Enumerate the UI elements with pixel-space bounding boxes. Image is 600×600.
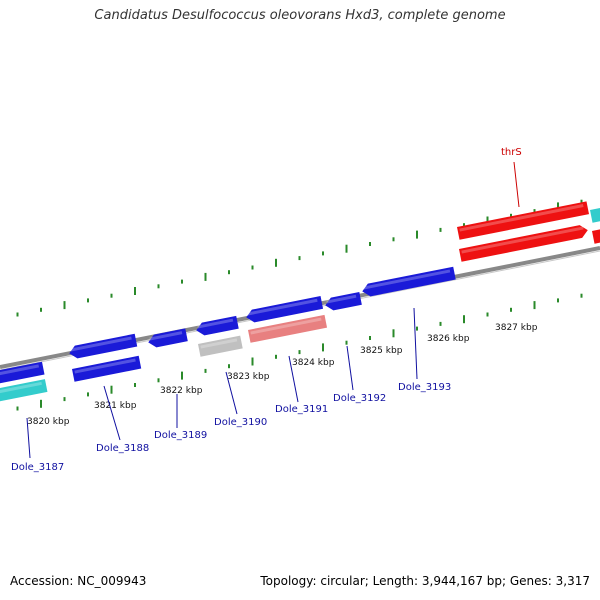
gene-label: Dole_3187 — [11, 462, 64, 473]
gene-features — [0, 201, 600, 403]
gene-label: Dole_3189 — [154, 430, 207, 441]
dole_3188-feature — [69, 333, 138, 359]
kbp-tick-label: 3826 kbp — [427, 334, 470, 344]
kbp-tick-label: 3824 kbp — [292, 358, 335, 368]
kbp-tick-label: 3827 kbp — [495, 323, 538, 333]
gene-label: Dole_3188 — [96, 443, 149, 454]
gene-label: Dole_3191 — [275, 404, 328, 415]
gene-label: Dole_3190 — [214, 417, 267, 428]
label-leader-line — [103, 385, 121, 441]
pink-gene-feature — [248, 314, 328, 343]
inner-tick-row — [16, 293, 583, 411]
dole_3192-feature — [325, 291, 362, 311]
label-leader-line — [26, 417, 31, 459]
label-leader-line — [413, 307, 418, 380]
label-leader-line — [225, 371, 238, 415]
gene-label: Dole_3192 — [333, 393, 386, 404]
gene-label: Dole_3193 — [398, 382, 451, 393]
feature-labels: 3820 kbp 3821 kbp 3822 kbp 3823 kbp 3824 kbp… — [11, 147, 538, 473]
thrs-feature — [459, 225, 588, 262]
thrs-feature — [457, 201, 590, 240]
kbp-tick-label: 3820 kbp — [27, 417, 70, 427]
dole_3189-feature — [148, 328, 188, 348]
label-leader-line — [513, 161, 520, 208]
cyan-gene-feature — [0, 379, 48, 403]
kbp-tick-label: 3825 kbp — [360, 346, 403, 356]
label-leader-line — [288, 355, 299, 403]
label-leader-line — [346, 345, 354, 391]
dole_3191-feature — [246, 296, 324, 323]
dole_3193-feature — [362, 266, 456, 297]
edge-features — [590, 207, 600, 244]
dole_3187-feature — [0, 361, 45, 384]
gray-gene-feature — [198, 335, 243, 357]
kbp-tick-label: 3823 kbp — [227, 372, 270, 382]
dole_3188-feature — [72, 355, 142, 382]
kbp-tick-label: 3821 kbp — [94, 401, 137, 411]
kbp-tick-label: 3822 kbp — [160, 386, 203, 396]
dole_3190-feature — [196, 315, 239, 336]
accession-text: Accession: NC_009943 — [10, 574, 147, 588]
genome-stats-text: Topology: circular; Length: 3,944,167 bp… — [260, 574, 590, 588]
map-title: Candidatus Desulfococcus oleovorans Hxd3… — [94, 8, 506, 23]
gene-label: thrS — [501, 147, 522, 158]
